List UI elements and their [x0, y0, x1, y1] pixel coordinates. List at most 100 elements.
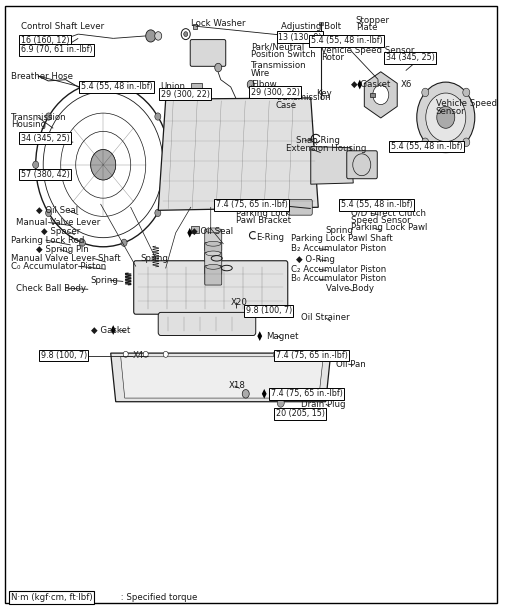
Text: N·m (kgf·cm, ft·lbf): N·m (kgf·cm, ft·lbf) [11, 593, 92, 602]
Circle shape [463, 88, 470, 97]
Text: 34 (345, 25): 34 (345, 25) [21, 133, 69, 143]
Circle shape [45, 113, 52, 120]
Text: ◆ Spacer: ◆ Spacer [41, 227, 80, 236]
Text: Spring: Spring [141, 254, 169, 263]
Circle shape [273, 351, 278, 357]
Text: 7.4 (75, 65 in.-lbf): 7.4 (75, 65 in.-lbf) [216, 200, 288, 209]
Text: Extension Housing: Extension Housing [286, 144, 366, 153]
Text: Oil Strainer: Oil Strainer [301, 314, 350, 322]
Text: Control Shaft Lever: Control Shaft Lever [21, 22, 104, 30]
Text: Lock Washer: Lock Washer [191, 19, 245, 27]
Circle shape [422, 88, 429, 97]
Circle shape [91, 150, 115, 180]
FancyBboxPatch shape [158, 312, 256, 336]
Circle shape [277, 399, 284, 407]
Polygon shape [364, 72, 397, 118]
Text: Key: Key [316, 88, 332, 97]
Ellipse shape [206, 241, 221, 246]
Text: Manual Valve Lever: Manual Valve Lever [16, 218, 100, 227]
Text: C₂ Accumulator Piston: C₂ Accumulator Piston [291, 265, 386, 274]
Text: Snap Ring: Snap Ring [296, 136, 340, 145]
Text: 9.8 (100, 7): 9.8 (100, 7) [246, 306, 292, 315]
Circle shape [79, 239, 85, 247]
Text: Speed Sensor: Speed Sensor [351, 216, 410, 225]
Circle shape [155, 209, 161, 217]
Circle shape [90, 85, 96, 93]
Circle shape [313, 351, 318, 357]
FancyBboxPatch shape [289, 199, 312, 215]
Text: Position Switch: Position Switch [251, 50, 315, 58]
Text: Transmission: Transmission [11, 113, 66, 122]
Text: X4: X4 [133, 351, 145, 360]
Circle shape [45, 209, 52, 217]
FancyBboxPatch shape [205, 266, 222, 285]
Circle shape [79, 83, 85, 90]
Text: : Specified torque: : Specified torque [118, 593, 198, 602]
Text: Parking Lock Pawl: Parking Lock Pawl [351, 224, 427, 233]
Text: Pawl Bracket: Pawl Bracket [236, 216, 291, 225]
Polygon shape [258, 331, 262, 341]
Text: 13 (130, 9): 13 (130, 9) [278, 33, 322, 41]
FancyBboxPatch shape [205, 242, 222, 262]
Ellipse shape [206, 228, 221, 233]
Text: ◆ Spring Pin: ◆ Spring Pin [36, 245, 88, 254]
Circle shape [121, 239, 127, 247]
FancyBboxPatch shape [134, 261, 288, 314]
FancyBboxPatch shape [190, 40, 226, 66]
Text: 20 (205, 15): 20 (205, 15) [276, 409, 325, 418]
Text: Rotor: Rotor [321, 54, 344, 62]
Text: 29 (300, 22): 29 (300, 22) [251, 88, 300, 97]
Circle shape [463, 138, 470, 147]
Text: Transmission: Transmission [276, 93, 331, 102]
Circle shape [123, 351, 128, 357]
FancyBboxPatch shape [205, 252, 222, 274]
Polygon shape [311, 147, 353, 184]
Text: Vehicle Speed Sensor: Vehicle Speed Sensor [321, 46, 414, 55]
Text: 16 (160, 12): 16 (160, 12) [21, 37, 69, 45]
Text: Plate: Plate [356, 23, 377, 32]
Circle shape [155, 32, 161, 40]
Polygon shape [262, 389, 267, 399]
Circle shape [437, 107, 455, 128]
Text: E-Ring: E-Ring [256, 233, 284, 242]
Text: ◆ Oil Seal: ◆ Oil Seal [36, 206, 78, 215]
Text: 7.4 (75, 65 in.-lbf): 7.4 (75, 65 in.-lbf) [276, 351, 347, 360]
Text: ◆ Oil Seal: ◆ Oil Seal [191, 227, 233, 236]
Text: 5.4 (55, 48 in.-lbf): 5.4 (55, 48 in.-lbf) [391, 142, 462, 151]
Text: Wire: Wire [251, 68, 270, 77]
Text: Elbow: Elbow [251, 80, 276, 89]
Text: Parking Lock Pawl Shaft: Parking Lock Pawl Shaft [291, 234, 392, 244]
Text: 9.8 (100, 7): 9.8 (100, 7) [41, 351, 87, 360]
Circle shape [143, 351, 148, 357]
Text: 29 (300, 22): 29 (300, 22) [161, 90, 210, 99]
Polygon shape [357, 80, 362, 90]
Polygon shape [121, 357, 323, 398]
Text: Valve Body: Valve Body [326, 284, 374, 293]
Text: Vehicle Speed: Vehicle Speed [436, 99, 497, 108]
Circle shape [163, 351, 168, 357]
Text: ◆ Gasket: ◆ Gasket [91, 326, 130, 334]
Text: Spring: Spring [91, 276, 119, 284]
Text: Magnet: Magnet [266, 331, 298, 340]
Text: X20: X20 [231, 298, 248, 306]
Circle shape [121, 83, 127, 90]
Circle shape [146, 30, 156, 42]
Text: O/D Direct Clutch: O/D Direct Clutch [351, 209, 426, 218]
Text: 5.4 (55, 48 in.-lbf): 5.4 (55, 48 in.-lbf) [311, 37, 383, 45]
Circle shape [184, 32, 188, 37]
Circle shape [426, 93, 466, 142]
Text: ◆ Gasket: ◆ Gasket [351, 80, 390, 89]
Polygon shape [111, 353, 331, 402]
Text: Transmission: Transmission [251, 62, 307, 70]
Text: Stopper: Stopper [356, 16, 390, 24]
Ellipse shape [206, 251, 221, 256]
Text: 5.4 (55, 48 in.-lbf): 5.4 (55, 48 in.-lbf) [341, 200, 412, 209]
Circle shape [168, 161, 174, 169]
Text: X6: X6 [401, 80, 412, 89]
Text: 34 (345, 25): 34 (345, 25) [386, 54, 435, 62]
Text: B₂ Accumulator Piston: B₂ Accumulator Piston [291, 244, 386, 253]
Bar [191, 83, 202, 89]
Circle shape [422, 138, 429, 147]
Text: Manual Valve Lever Shaft: Manual Valve Lever Shaft [11, 254, 120, 263]
Text: Adjusting Bolt: Adjusting Bolt [281, 22, 341, 30]
